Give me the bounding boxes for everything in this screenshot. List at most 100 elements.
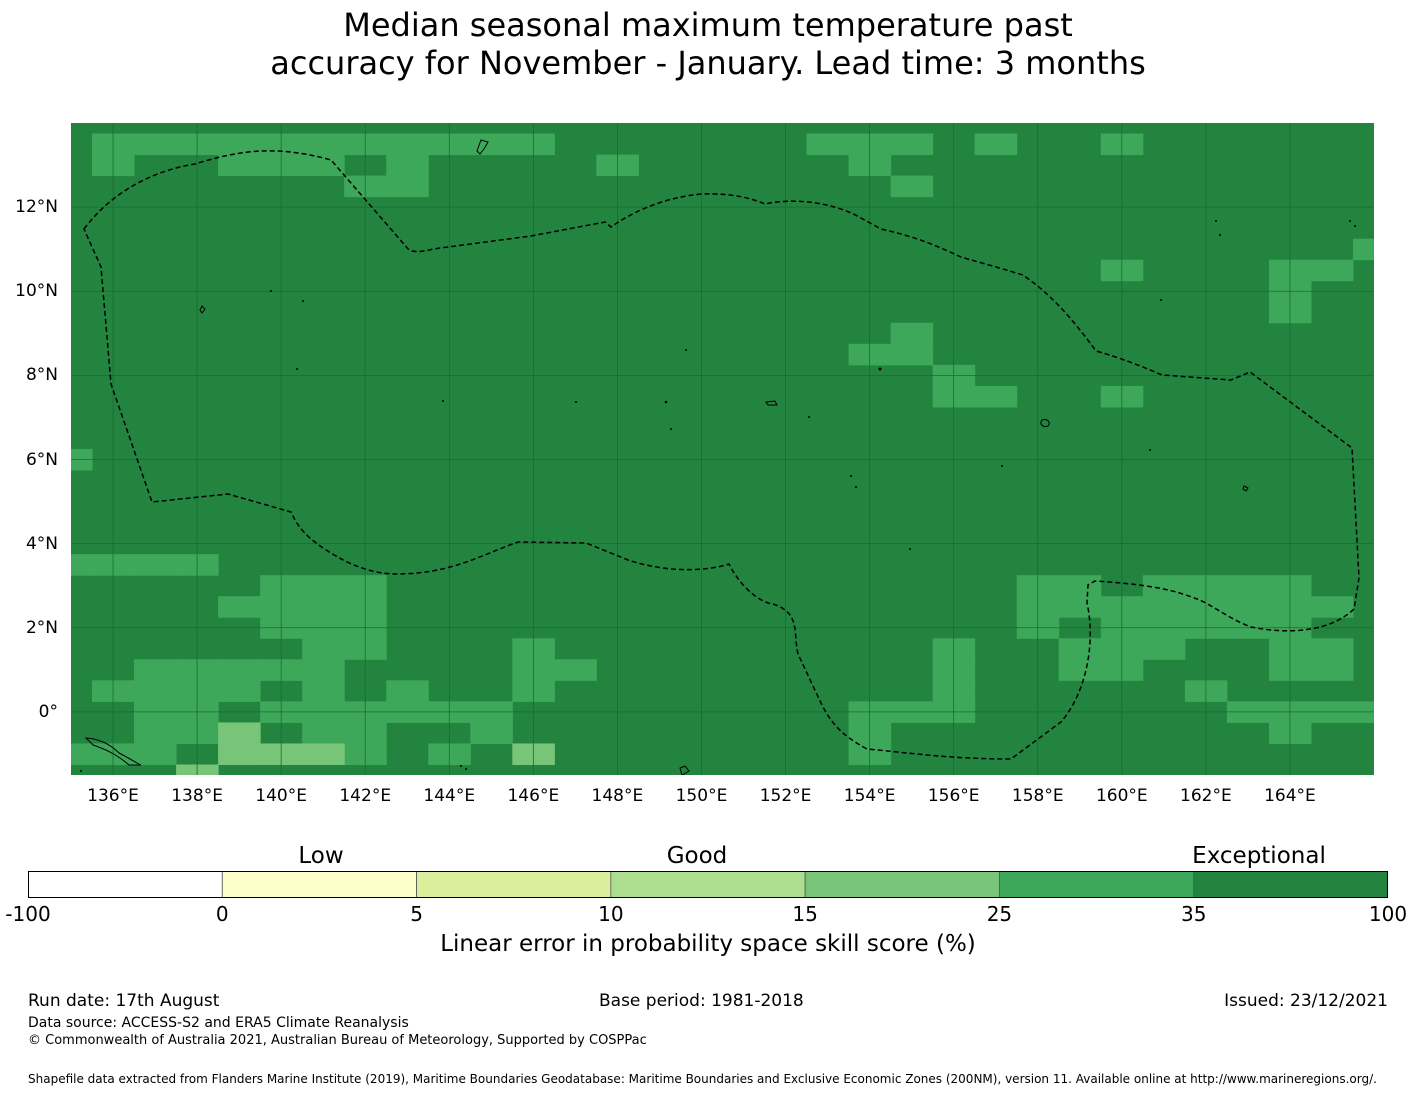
y-tick-label: 12°N [15, 197, 58, 218]
skill-cell [302, 575, 345, 597]
shapefile-credit: Shapefile data extracted from Flanders M… [28, 1072, 1377, 1086]
colorbar [28, 871, 1388, 898]
skill-cell [134, 554, 177, 576]
colorbar-border [28, 871, 1388, 898]
x-tick-label: 140°E [255, 786, 308, 806]
colorbar-tick-label: 5 [410, 902, 423, 926]
island-guam [476, 139, 489, 155]
skill-cell [134, 722, 177, 744]
atoll-dot [575, 401, 577, 403]
skill-cell [470, 722, 513, 744]
y-tick-label: 4°N [25, 533, 58, 554]
atoll-dot [270, 290, 272, 292]
x-tick-label: 150°E [675, 786, 728, 806]
skill-cell [890, 133, 934, 156]
atoll-dot [465, 768, 467, 770]
skill-cell [470, 133, 513, 156]
atoll-dot [302, 300, 304, 302]
island-png-north [84, 737, 142, 766]
map-title-line-2: accuracy for November - January. Lead ti… [270, 44, 1146, 82]
data-source: Data source: ACCESS-S2 and ERA5 Climate … [28, 1015, 409, 1031]
atoll-dot [808, 416, 810, 418]
skill-cell [71, 554, 93, 576]
skill-cell [1310, 596, 1354, 618]
skill-cell [302, 659, 345, 681]
atoll-dot [1219, 234, 1221, 236]
skill-cell [386, 175, 429, 198]
skill-cell [302, 596, 345, 618]
skill-cell [302, 680, 345, 702]
skill-cell [1352, 238, 1374, 261]
skill-cell [386, 154, 429, 177]
atoll-dot [80, 770, 82, 772]
skill-cell [386, 680, 429, 702]
atoll-dot [664, 400, 668, 404]
x-tick-label: 164°E [1264, 786, 1316, 806]
skill-cell [1226, 596, 1270, 618]
skill-cell [71, 743, 93, 765]
skill-cell [218, 743, 261, 765]
x-tick-label: 148°E [591, 786, 644, 806]
skill-cell [302, 133, 345, 156]
skill-cell [806, 133, 850, 156]
x-tick-label: 144°E [423, 786, 476, 806]
colorbar-segment [610, 871, 806, 898]
x-tick-label: 162°E [1180, 786, 1232, 806]
x-tick-label: 146°E [507, 786, 560, 806]
skill-cell [1058, 659, 1102, 681]
eez-boundary [83, 150, 1360, 760]
colorbar-segment [804, 871, 1000, 898]
colorbar-tick-label: -100 [5, 902, 51, 926]
atoll-dot [670, 428, 672, 430]
legend-category-exceptional: Exceptional [1192, 843, 1326, 869]
skill-cell [554, 659, 597, 681]
skill-cell [134, 659, 177, 681]
skill-score-map [71, 123, 1374, 775]
x-tick-label: 154°E [843, 786, 896, 806]
islands [84, 139, 1249, 775]
skill-cell [134, 680, 177, 702]
atoll-dot [878, 367, 882, 371]
y-tick-label: 10°N [15, 281, 58, 302]
atoll-dot [850, 475, 852, 477]
atoll-dot [1349, 220, 1351, 222]
y-tick-label: 0° [38, 701, 58, 722]
skill-cell [1226, 575, 1270, 597]
skill-cell [890, 175, 934, 198]
legend-category-good: Good [666, 843, 728, 869]
skill-cell [974, 385, 1018, 408]
atoll-dot [909, 548, 911, 550]
y-tick-label: 6°N [25, 449, 58, 470]
x-tick-label: 158°E [1011, 786, 1064, 806]
map-gridlines [71, 123, 1374, 775]
skill-cell [974, 133, 1018, 156]
island-chuuk [765, 400, 778, 406]
skill-cell [218, 680, 261, 702]
atoll-dot [1149, 449, 1151, 451]
skill-cell [134, 743, 177, 765]
atoll-dot [1215, 220, 1217, 222]
skill-cell [1310, 259, 1354, 282]
skill-cell [1310, 659, 1354, 681]
skill-cell [302, 638, 345, 660]
skill-cell [1058, 575, 1102, 597]
run-date: Run date: 17th August [28, 991, 220, 1011]
x-tick-label: 160°E [1095, 786, 1148, 806]
copyright-notice: © Commonwealth of Australia 2021, Austra… [28, 1033, 647, 1048]
colorbar-tick-label: 0 [215, 902, 229, 926]
atoll-dot [460, 765, 462, 767]
colorbar-tick-label: 25 [986, 902, 1013, 926]
x-tick-label: 136°E [87, 786, 139, 806]
colorbar-segment [1193, 871, 1388, 898]
island-yap [199, 305, 206, 314]
atolls [80, 220, 1356, 772]
skill-cell [1142, 638, 1186, 660]
island-pohnpei [1040, 419, 1050, 427]
atoll-dot [442, 400, 444, 402]
skill-cell [218, 659, 261, 681]
x-tick-label: 138°E [171, 786, 223, 806]
skill-cell [302, 743, 345, 765]
skill-cell [218, 596, 261, 618]
colorbar-segment [28, 871, 223, 898]
colorbar-tick-label: 15 [792, 902, 818, 926]
